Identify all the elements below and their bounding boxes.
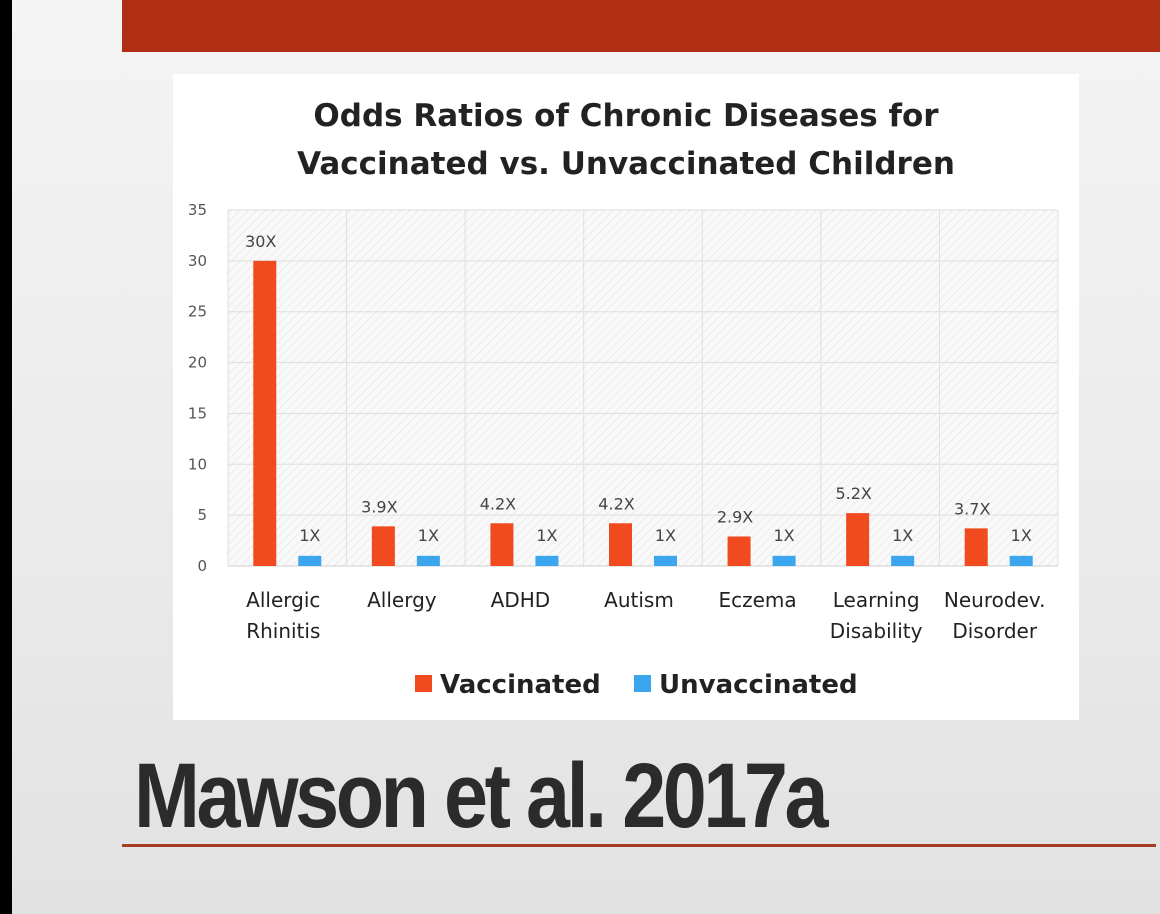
bar-unvaccinated [891,555,915,566]
x-tick-label: Allergic [246,588,320,612]
bar-unvaccinated [654,555,677,566]
data-label-unvaccinated: 1X [418,526,439,545]
citation-caption: Mawson et al. 2017a [134,745,828,847]
y-tick-label: 30 [188,252,207,270]
bar-unvaccinated [416,555,440,566]
data-label-vaccinated: 30X [245,232,276,251]
left-edge-bar [0,0,12,914]
y-tick-label: 35 [188,201,207,219]
chart-title: Odds Ratios of Chronic Diseases for Vacc… [173,92,1079,188]
y-tick-label: 20 [188,354,207,372]
data-label-unvaccinated: 1X [655,526,676,545]
x-tick-label: Neurodev. [944,588,1046,612]
data-label-unvaccinated: 1X [536,526,557,545]
legend-swatch-unvaccinated [634,675,651,692]
data-label-unvaccinated: 1X [1011,526,1032,545]
bar-unvaccinated [772,555,796,566]
bar-vaccinated [964,528,988,566]
x-tick-label: Disorder [952,619,1037,643]
data-label-unvaccinated: 1X [892,526,913,545]
x-tick-label: ADHD [491,588,551,612]
data-label-vaccinated: 5.2X [835,484,871,503]
legend-label-unvaccinated: Unvaccinated [659,670,858,700]
x-tick-label: Disability [830,619,923,643]
data-label-unvaccinated: 1X [774,526,795,545]
x-tick-label: Rhinitis [246,619,320,643]
data-label-unvaccinated: 1X [299,526,320,545]
y-tick-label: 0 [197,557,207,575]
bar-unvaccinated [298,555,322,566]
legend-label-vaccinated: Vaccinated [440,670,601,700]
bottom-divider [122,844,1156,847]
legend-swatch-vaccinated [415,675,432,692]
bar-unvaccinated [1009,555,1033,566]
x-tick-label: Autism [604,588,674,612]
y-tick-label: 15 [188,404,207,422]
data-label-vaccinated: 2.9X [717,508,753,527]
data-label-vaccinated: 3.9X [361,497,397,516]
y-tick-label: 5 [197,506,207,524]
bar-vaccinated [609,523,632,566]
x-tick-label: Learning [833,588,920,612]
x-tick-label: Allergy [367,588,437,612]
bar-unvaccinated [535,555,559,566]
data-label-vaccinated: 4.2X [480,494,516,513]
chart-title-line-2: Vaccinated vs. Unvaccinated Children [297,146,955,182]
data-label-vaccinated: 3.7X [954,499,990,518]
data-label-vaccinated: 4.2X [598,494,634,513]
y-tick-label: 10 [188,455,207,473]
bar-vaccinated [253,260,277,566]
bar-vaccinated [727,536,751,566]
bar-vaccinated [846,513,870,566]
x-tick-label: Eczema [718,588,796,612]
bar-vaccinated [371,526,395,566]
header-accent-bar [122,0,1160,52]
y-tick-label: 25 [188,303,207,321]
bar-vaccinated [490,523,514,566]
plot-area [228,210,1058,566]
chart-title-line-1: Odds Ratios of Chronic Diseases for [313,98,939,134]
